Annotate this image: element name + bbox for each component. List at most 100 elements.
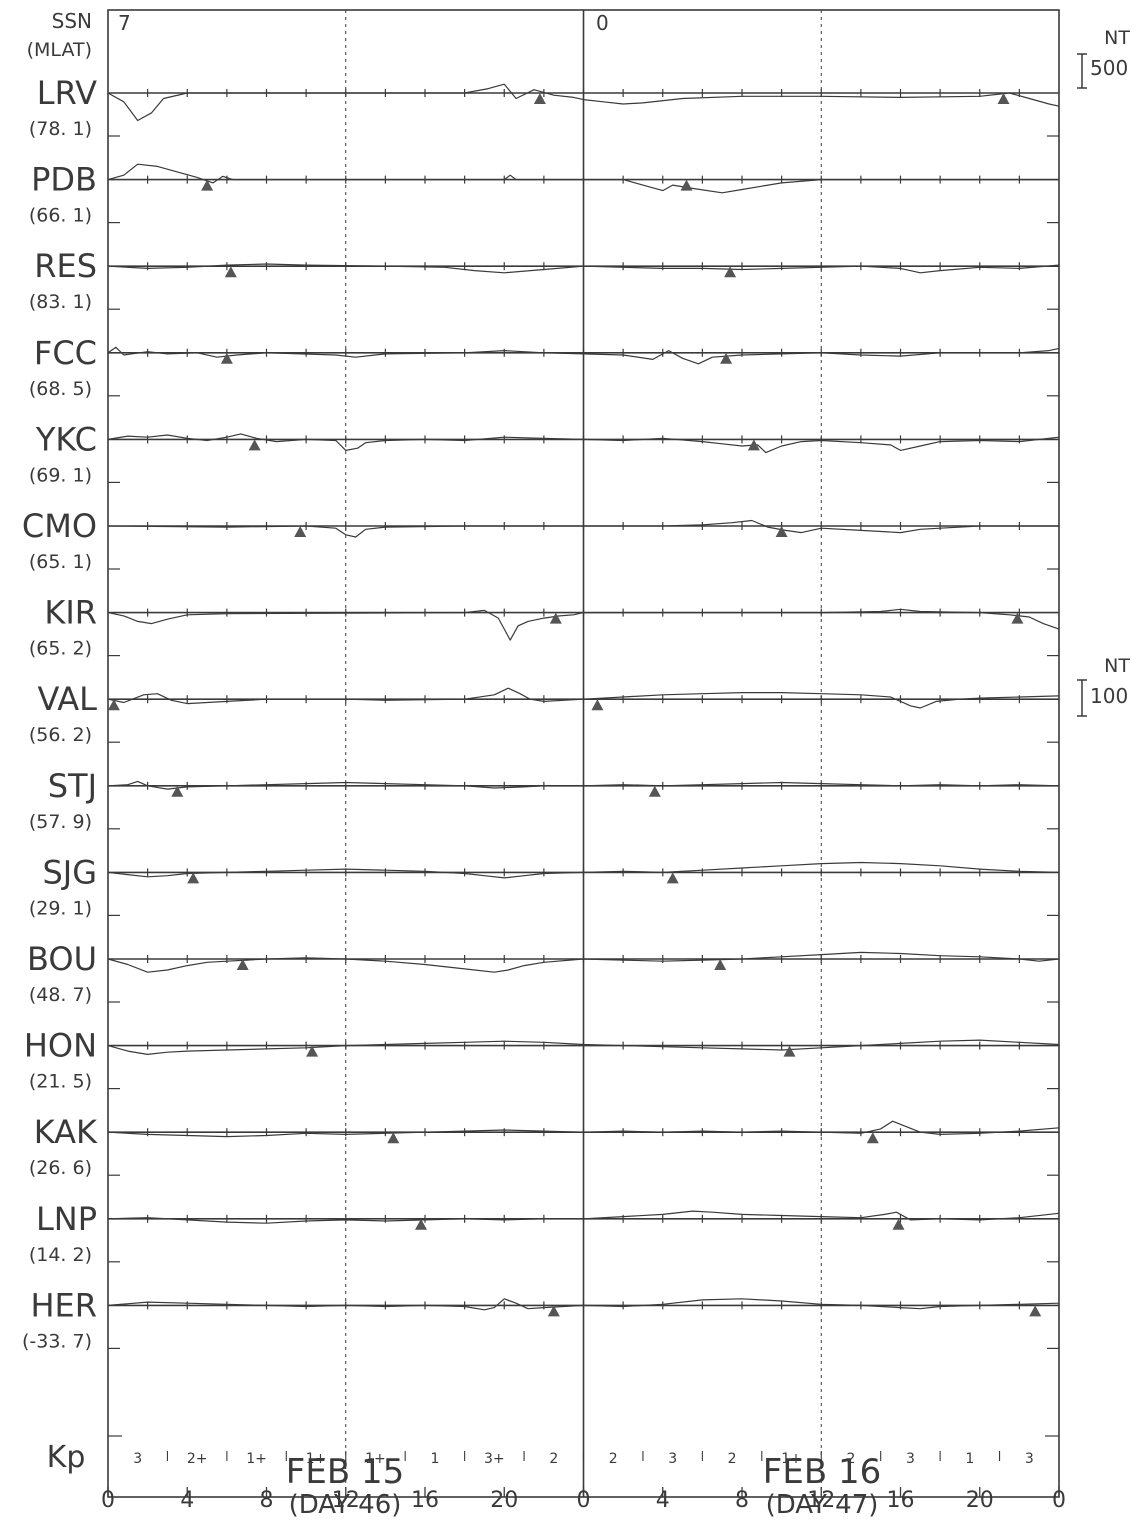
kp-value: 1+	[306, 1451, 327, 1467]
local-midnight-marker	[893, 1219, 905, 1230]
station-row-res: RES (83. 1)	[29, 247, 1059, 313]
local-midnight-marker	[776, 526, 788, 537]
local-midnight-marker	[1011, 613, 1023, 624]
local-midnight-marker	[681, 180, 693, 191]
scale-unit-500: NT	[1104, 27, 1130, 49]
station-row-pdb: PDB (66. 1)	[29, 161, 1059, 227]
scale-bar-500: NT 500	[1077, 27, 1130, 88]
local-midnight-marker	[249, 439, 261, 450]
local-midnight-marker	[591, 699, 603, 710]
station-mlat: (29. 1)	[29, 897, 92, 919]
station-code: PDB	[31, 161, 97, 199]
x-tick-label: 8	[260, 1488, 274, 1513]
station-row-stj: STJ (57. 9)	[29, 767, 1059, 833]
station-mlat: (69. 1)	[29, 464, 92, 486]
local-midnight-marker	[201, 180, 213, 191]
station-mlat: (83. 1)	[29, 291, 92, 313]
kp-value: 3	[1025, 1451, 1034, 1467]
scale-value-500: 500	[1090, 56, 1128, 80]
local-midnight-marker	[724, 266, 736, 277]
local-midnight-marker	[649, 786, 661, 797]
station-mlat: (68. 5)	[29, 378, 92, 400]
kp-value: 2+	[187, 1451, 208, 1467]
kp-value: 2	[728, 1451, 737, 1467]
station-code: LNP	[36, 1200, 97, 1238]
station-row-cmo: CMO (65. 1)	[22, 507, 1059, 573]
day1-date: FEB 15	[286, 1452, 404, 1492]
kp-value: 2	[847, 1451, 856, 1467]
station-row-fcc: FCC (68. 5)	[29, 334, 1059, 400]
x-tick-label: 12	[332, 1488, 360, 1513]
station-code: VAL	[37, 680, 97, 718]
station-row-sjg: SJG (29. 1)	[29, 853, 1059, 919]
kp-value: 1+	[365, 1451, 386, 1467]
x-tick-label: 16	[887, 1488, 915, 1513]
mlat-label: (MLAT)	[27, 39, 92, 61]
x-tick-label: 12	[807, 1488, 835, 1513]
kp-value: 3	[133, 1451, 142, 1467]
station-mlat: (21. 5)	[29, 1071, 92, 1093]
x-tick-label: 0	[1052, 1488, 1066, 1513]
station-mlat: (-33. 7)	[22, 1330, 92, 1352]
station-mlat: (66. 1)	[29, 205, 92, 227]
scale-bar-100: NT 100	[1077, 655, 1130, 716]
station-mlat: (56. 2)	[29, 724, 92, 746]
station-mlat: (57. 9)	[29, 811, 92, 833]
station-code: FCC	[34, 334, 97, 372]
station-mlat: (14. 2)	[29, 1244, 92, 1266]
station-code: CMO	[22, 507, 97, 545]
scale-value-100: 100	[1090, 684, 1128, 708]
station-row-val: VAL (56. 2)	[29, 680, 1059, 746]
x-tick-label: 4	[180, 1488, 194, 1513]
kp-value: 2	[609, 1451, 618, 1467]
station-code: SJG	[42, 853, 97, 891]
plot-frame	[108, 10, 1059, 1497]
station-code: YKC	[35, 420, 97, 458]
station-row-lrv: LRV (78. 1)	[29, 74, 1059, 140]
station-mlat: (78. 1)	[29, 118, 92, 140]
station-code: LRV	[37, 74, 97, 112]
station-code: HER	[30, 1286, 97, 1324]
station-row-hon: HON(21. 5)	[24, 1027, 1059, 1093]
local-midnight-marker	[1029, 1305, 1041, 1316]
station-code: KAK	[34, 1113, 98, 1151]
station-row-kak: KAK (26. 6)	[29, 1113, 1059, 1179]
station-code: STJ	[48, 767, 97, 805]
station-mlat: (65. 2)	[29, 638, 92, 660]
local-midnight-marker	[784, 1046, 796, 1057]
ssn-label: SSN	[52, 9, 92, 33]
station-code: BOU	[27, 940, 97, 978]
station-panels: LRV (78. 1) PDB (66. 1) RES (83. 1) FCC (68. 5)…	[22, 74, 1059, 1352]
station-mlat: (65. 1)	[29, 551, 92, 573]
local-midnight-marker	[387, 1132, 399, 1143]
kp-value: 1	[430, 1451, 439, 1467]
station-row-kir: KIR (65. 2)	[29, 594, 1059, 660]
x-tick-label: 0	[101, 1488, 115, 1513]
station-mlat: (26. 6)	[29, 1157, 92, 1179]
kp-value: 1+	[246, 1451, 267, 1467]
ssn-day2-value: 0	[596, 11, 609, 35]
x-tick-label: 8	[735, 1488, 749, 1513]
ssn-day1-value: 7	[118, 11, 131, 35]
station-code: RES	[34, 247, 97, 285]
kp-value: 2	[549, 1451, 558, 1467]
station-row-lnp: LNP (14. 2)	[29, 1200, 1059, 1266]
local-midnight-marker	[221, 353, 233, 364]
station-mlat: (48. 7)	[29, 984, 92, 1006]
x-tick-label: 16	[411, 1488, 439, 1513]
kp-value: 3	[668, 1451, 677, 1467]
scale-unit-100: NT	[1104, 655, 1130, 677]
local-midnight-marker	[720, 353, 732, 364]
x-axis: 0 4 8 12 16 20 0 4 8 12 16 20 0	[101, 1487, 1066, 1513]
kp-label: Kp	[47, 1440, 86, 1475]
x-tick-label: 20	[966, 1488, 994, 1513]
station-row-ykc: YKC (69. 1)	[29, 420, 1059, 486]
kp-value: 1+	[781, 1451, 802, 1467]
station-row-bou: BOU (48. 7)	[27, 940, 1059, 1006]
x-tick-label: 4	[656, 1488, 670, 1513]
local-midnight-marker	[667, 872, 679, 883]
station-row-her: HER (-33. 7)	[22, 1286, 1059, 1352]
local-midnight-marker	[550, 613, 562, 624]
x-tick-label: 20	[490, 1488, 518, 1513]
